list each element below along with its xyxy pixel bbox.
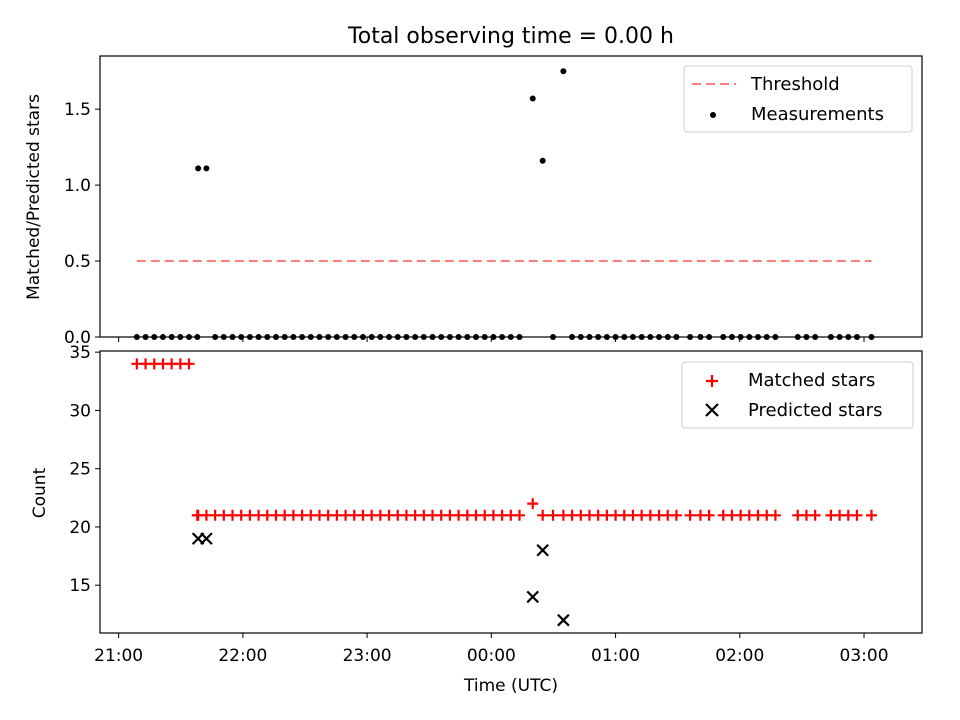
counts-axes-frame bbox=[99, 350, 923, 634]
matched-legend-swatch bbox=[706, 375, 718, 387]
time-x-tick-label: 02:00 bbox=[715, 646, 764, 666]
matched-star-marker bbox=[513, 509, 525, 521]
ratio-y-tick-label: 0.0 bbox=[64, 328, 91, 348]
time-x-tick-label: 23:00 bbox=[343, 646, 392, 666]
measurements-legend-swatch bbox=[710, 112, 716, 118]
ratio-axes-frame bbox=[99, 55, 923, 338]
legend-matched-label: Matched stars bbox=[748, 370, 875, 391]
matched-star-marker bbox=[703, 509, 715, 521]
measurement-point bbox=[203, 165, 210, 172]
counts-plot-area: 15 20 25 30 35 21:00 22:00 23:00 00:00 01:00 02:00… bbox=[69, 343, 888, 666]
predicted-star-marker bbox=[526, 590, 540, 604]
ratio-legend: Threshold Measurements bbox=[683, 65, 913, 133]
matched-star-marker bbox=[527, 498, 539, 510]
count-y-tick-label: 30 bbox=[69, 401, 91, 421]
matched-star-marker bbox=[547, 509, 559, 521]
y-axis-label-count: Count bbox=[30, 467, 50, 518]
counts-legend: Matched stars Predicted stars bbox=[681, 361, 914, 429]
predicted-legend-swatch bbox=[705, 403, 719, 417]
matched-star-marker bbox=[851, 509, 863, 521]
x-axis-label-time: Time (UTC) bbox=[463, 676, 558, 696]
time-x-tick-label: 03:00 bbox=[840, 646, 889, 666]
y-axis-label-ratio: Matched/Predicted stars bbox=[24, 94, 44, 300]
ratio-y-tick-label: 1.5 bbox=[64, 100, 91, 120]
time-x-tick-label: 22:00 bbox=[218, 646, 267, 666]
matched-star-marker bbox=[769, 509, 781, 521]
legend-measurements-label: Measurements bbox=[751, 104, 884, 125]
count-y-tick-label: 20 bbox=[69, 518, 91, 538]
matched-star-marker bbox=[809, 509, 821, 521]
predicted-star-marker bbox=[557, 613, 570, 627]
count-y-tick-label: 25 bbox=[69, 460, 91, 480]
ratio-y-tick-label: 1.0 bbox=[64, 176, 91, 196]
counts-panel: Count Time (UTC) 15 20 25 30 35 21:00 22:00 23:… bbox=[30, 343, 923, 696]
counts-legend-box bbox=[681, 361, 914, 429]
measurement-point bbox=[539, 157, 546, 164]
legend-predicted-label: Predicted stars bbox=[748, 400, 882, 421]
chart-title: Total observing time = 0.00 h bbox=[347, 24, 674, 49]
ratio-panel: Total observing time = 0.00 h Matched/Pr… bbox=[24, 24, 923, 348]
matched-star-marker bbox=[670, 509, 682, 521]
measurement-point bbox=[195, 165, 202, 172]
count-y-tick-label: 15 bbox=[69, 576, 91, 596]
time-x-tick-label: 00:00 bbox=[467, 646, 516, 666]
matched-star-marker bbox=[183, 358, 195, 370]
ratio-y-tick-label: 0.5 bbox=[64, 252, 91, 272]
count-y-tick-label: 35 bbox=[69, 343, 91, 363]
predicted-star-marker bbox=[200, 532, 213, 545]
time-x-tick-label: 01:00 bbox=[591, 646, 640, 666]
matched-star-marker bbox=[684, 509, 696, 521]
matched-star-marker bbox=[865, 509, 877, 521]
measurement-point bbox=[529, 95, 536, 102]
predicted-star-marker bbox=[536, 543, 549, 557]
time-x-tick-label: 21:00 bbox=[94, 646, 143, 666]
legend-threshold-label: Threshold bbox=[750, 74, 840, 95]
ratio-legend-box bbox=[683, 65, 913, 133]
measurement-point bbox=[560, 68, 567, 75]
matched-star-marker bbox=[537, 509, 549, 521]
